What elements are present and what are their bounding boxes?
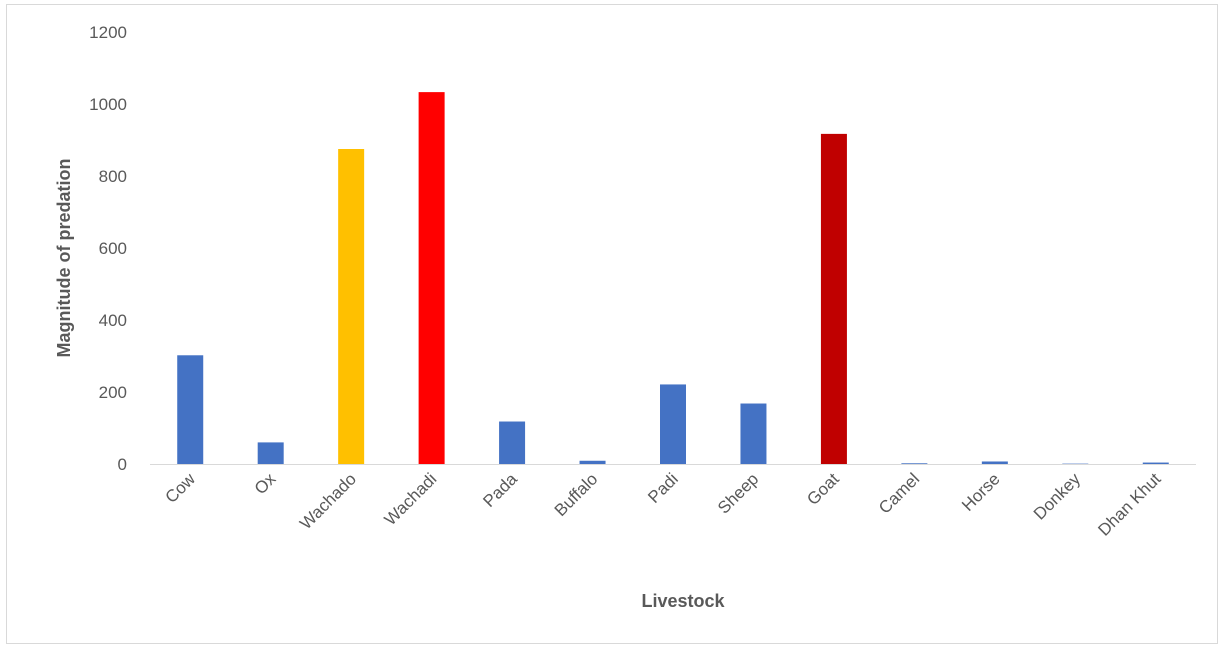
x-tick-label: Wachado: [296, 469, 360, 533]
bar-camel: [901, 463, 928, 464]
bar-goat: [820, 133, 847, 464]
bar-cow: [177, 355, 204, 464]
bar-wachado: [338, 149, 365, 464]
bars: [177, 92, 1169, 465]
bar-ox: [257, 442, 284, 464]
x-tick-label: Donkey: [1030, 469, 1085, 524]
x-tick-label: Goat: [803, 469, 843, 509]
y-axis-title: Magnitude of predation: [54, 159, 74, 358]
x-tick-label: Sheep: [714, 469, 762, 517]
x-tick-label: Buffalo: [551, 469, 602, 520]
x-tick-label: Camel: [875, 469, 923, 517]
x-axis-title: Livestock: [641, 591, 725, 611]
y-tick-label: 1000: [89, 95, 127, 114]
x-tick-label: Dhan Khut: [1094, 469, 1164, 539]
chart-frame: [6, 4, 1218, 644]
y-tick-label: 1200: [89, 23, 127, 42]
y-tick-label: 800: [99, 167, 127, 186]
y-tick-label: 600: [99, 239, 127, 258]
bar-padi: [660, 384, 686, 464]
bar-dhan-khut: [1142, 462, 1169, 464]
x-tick-label: Wachadi: [381, 469, 441, 529]
y-tick-label: 0: [118, 455, 127, 474]
bar-horse: [981, 461, 1008, 464]
y-axis-ticks: 0 200 400 600 800 1000 1200: [89, 23, 127, 474]
x-tick-label: Ox: [251, 469, 280, 498]
x-tick-label: Pada: [479, 469, 521, 511]
x-tick-label: Padi: [644, 469, 681, 506]
y-tick-label: 400: [99, 311, 127, 330]
bar-sheep: [740, 403, 767, 464]
x-axis-ticks: Cow Ox Wachado Wachadi Pada Buffalo Padi Sheep G…: [162, 469, 1165, 540]
x-tick-label: Horse: [958, 469, 1004, 515]
bar-buffalo: [579, 460, 606, 464]
x-tick-label: Cow: [162, 469, 200, 507]
bar-pada: [499, 421, 526, 464]
y-tick-label: 200: [99, 383, 127, 402]
bar-wachadi: [418, 92, 445, 465]
